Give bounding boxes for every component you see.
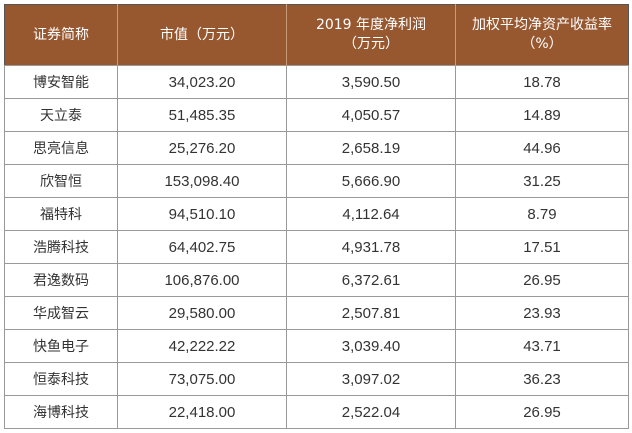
table-row: 福特科 94,510.10 4,112.64 8.79 xyxy=(4,197,629,231)
header-market-value: 市值（万元） xyxy=(117,4,287,66)
cell-roe: 8.79 xyxy=(455,197,629,231)
cell-net-profit: 2,507.81 xyxy=(286,296,456,330)
cell-security-name: 福特科 xyxy=(4,197,118,231)
cell-roe: 44.96 xyxy=(455,131,629,165)
cell-roe: 23.93 xyxy=(455,296,629,330)
cell-roe: 26.95 xyxy=(455,395,629,429)
cell-market-value: 42,222.22 xyxy=(117,329,287,363)
table-row: 华成智云 29,580.00 2,507.81 23.93 xyxy=(4,296,629,330)
cell-market-value: 51,485.35 xyxy=(117,98,287,132)
cell-market-value: 94,510.10 xyxy=(117,197,287,231)
cell-security-name: 天立泰 xyxy=(4,98,118,132)
cell-security-name: 海博科技 xyxy=(4,395,118,429)
header-weighted-roe: 加权平均净资产收益率 （%） xyxy=(455,4,629,66)
cell-roe: 17.51 xyxy=(455,230,629,264)
cell-roe: 26.95 xyxy=(455,263,629,297)
cell-net-profit: 3,097.02 xyxy=(286,362,456,396)
table-row: 思亮信息 25,276.20 2,658.19 44.96 xyxy=(4,131,629,165)
header-line: 市值（万元） xyxy=(160,26,244,43)
company-table: 证券简称 市值（万元） 2019 年度净利润 （万元） 加权平均净资产收益率 （%） 博安… xyxy=(4,4,629,429)
cell-security-name: 君逸数码 xyxy=(4,263,118,297)
header-line: 加权平均净资产收益率 xyxy=(472,17,612,33)
header-line: 2019 年度净利润 xyxy=(315,17,427,33)
cell-roe: 36.23 xyxy=(455,362,629,396)
table-row: 快鱼电子 42,222.22 3,039.40 43.71 xyxy=(4,329,629,363)
header-line: （%） xyxy=(521,36,563,52)
cell-market-value: 106,876.00 xyxy=(117,263,287,297)
cell-security-name: 浩腾科技 xyxy=(4,230,118,264)
cell-net-profit: 4,112.64 xyxy=(286,197,456,231)
cell-market-value: 153,098.40 xyxy=(117,164,287,198)
cell-market-value: 22,418.00 xyxy=(117,395,287,429)
table-row: 欣智恒 153,098.40 5,666.90 31.25 xyxy=(4,164,629,198)
cell-security-name: 思亮信息 xyxy=(4,131,118,165)
header-net-profit-2019: 2019 年度净利润 （万元） xyxy=(286,4,456,66)
cell-net-profit: 6,372.61 xyxy=(286,263,456,297)
table-body: 博安智能 34,023.20 3,590.50 18.78 天立泰 51,485.35 4,… xyxy=(4,65,629,429)
cell-market-value: 64,402.75 xyxy=(117,230,287,264)
table-row: 天立泰 51,485.35 4,050.57 14.89 xyxy=(4,98,629,132)
table-header: 证券简称 市值（万元） 2019 年度净利润 （万元） 加权平均净资产收益率 （%） xyxy=(4,4,629,66)
cell-net-profit: 2,658.19 xyxy=(286,131,456,165)
cell-net-profit: 2,522.04 xyxy=(286,395,456,429)
cell-net-profit: 4,931.78 xyxy=(286,230,456,264)
cell-net-profit: 3,590.50 xyxy=(286,65,456,99)
table-row: 浩腾科技 64,402.75 4,931.78 17.51 xyxy=(4,230,629,264)
table-row: 恒泰科技 73,075.00 3,097.02 36.23 xyxy=(4,362,629,396)
cell-net-profit: 5,666.90 xyxy=(286,164,456,198)
cell-security-name: 恒泰科技 xyxy=(4,362,118,396)
cell-roe: 43.71 xyxy=(455,329,629,363)
header-line: 证券简称 xyxy=(33,26,89,43)
cell-security-name: 欣智恒 xyxy=(4,164,118,198)
cell-net-profit: 3,039.40 xyxy=(286,329,456,363)
cell-roe: 18.78 xyxy=(455,65,629,99)
cell-security-name: 华成智云 xyxy=(4,296,118,330)
header-line: （万元） xyxy=(343,36,399,52)
table-row: 博安智能 34,023.20 3,590.50 18.78 xyxy=(4,65,629,99)
table-row: 海博科技 22,418.00 2,522.04 26.95 xyxy=(4,395,629,429)
cell-security-name: 快鱼电子 xyxy=(4,329,118,363)
cell-market-value: 34,023.20 xyxy=(117,65,287,99)
cell-market-value: 29,580.00 xyxy=(117,296,287,330)
table-row: 君逸数码 106,876.00 6,372.61 26.95 xyxy=(4,263,629,297)
cell-net-profit: 4,050.57 xyxy=(286,98,456,132)
cell-market-value: 25,276.20 xyxy=(117,131,287,165)
header-security-name: 证券简称 xyxy=(4,4,118,66)
cell-roe: 14.89 xyxy=(455,98,629,132)
cell-market-value: 73,075.00 xyxy=(117,362,287,396)
cell-roe: 31.25 xyxy=(455,164,629,198)
cell-security-name: 博安智能 xyxy=(4,65,118,99)
